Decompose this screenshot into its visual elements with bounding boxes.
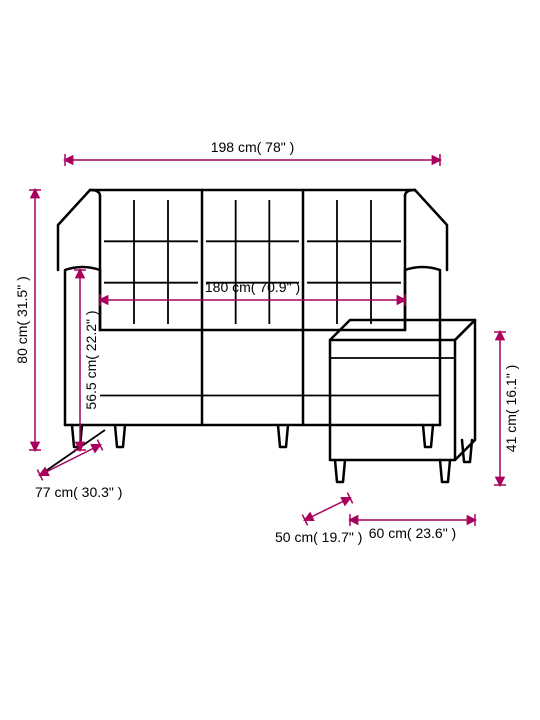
svg-text:180 cm( 70.9" ): 180 cm( 70.9" ) bbox=[205, 279, 300, 295]
svg-text:50 cm( 19.7" ): 50 cm( 19.7" ) bbox=[275, 529, 362, 545]
svg-text:41 cm( 16.1" ): 41 cm( 16.1" ) bbox=[503, 365, 519, 452]
dim-overall-height: 80 cm( 31.5" ) bbox=[14, 190, 41, 450]
svg-text:56.5 cm( 22.2" ): 56.5 cm( 22.2" ) bbox=[83, 310, 99, 409]
dim-overall-width: 198 cm( 78" ) bbox=[65, 139, 440, 166]
svg-text:80 cm( 31.5" ): 80 cm( 31.5" ) bbox=[14, 276, 30, 363]
svg-text:77 cm( 30.3" ): 77 cm( 30.3" ) bbox=[35, 484, 122, 500]
svg-text:198 cm( 78" ): 198 cm( 78" ) bbox=[211, 139, 295, 155]
svg-text:60 cm( 23.6" ): 60 cm( 23.6" ) bbox=[369, 525, 456, 541]
dim-armrest-height: 56.5 cm( 22.2" ) bbox=[74, 270, 99, 450]
dim-ottoman-height: 41 cm( 16.1" ) bbox=[494, 332, 519, 485]
dim-ottoman-width: 60 cm( 23.6" ) bbox=[350, 514, 475, 541]
